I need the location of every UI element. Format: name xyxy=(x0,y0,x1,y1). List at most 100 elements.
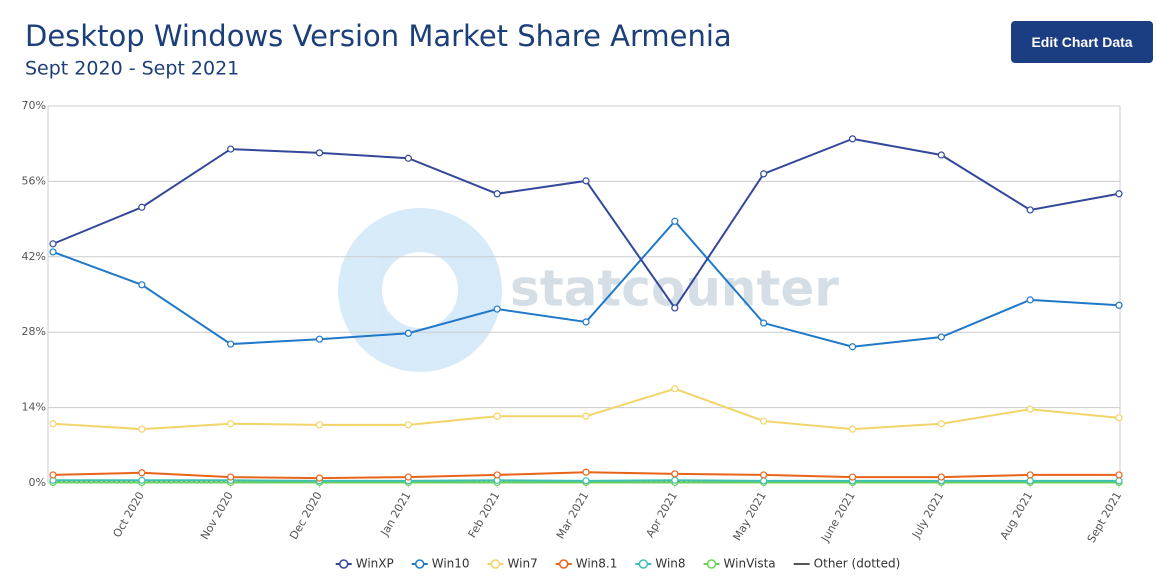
data-point xyxy=(138,425,146,433)
legend-marker xyxy=(490,559,501,569)
legend-marker xyxy=(638,559,649,569)
legend-item: Win8 xyxy=(635,557,686,571)
data-point xyxy=(227,340,235,348)
x-tick-label: Oct 2020 xyxy=(111,490,148,540)
legend-label: Win8 xyxy=(655,557,685,571)
x-tick-label: Dec 2020 xyxy=(287,490,325,542)
data-point xyxy=(937,420,945,428)
data-point xyxy=(49,248,57,256)
data-point xyxy=(671,385,679,393)
y-tick-label: 42% xyxy=(22,250,46,263)
data-point xyxy=(49,471,57,479)
data-point xyxy=(760,319,768,327)
legend-item: WinVista xyxy=(703,557,776,571)
x-tick-label: May 2021 xyxy=(730,490,768,543)
x-tick-label: Aug 2021 xyxy=(998,490,1036,542)
data-point xyxy=(1026,471,1034,479)
data-point xyxy=(671,304,679,312)
legend-item: Other (dotted) xyxy=(793,557,900,571)
x-tick-label: Jan 2021 xyxy=(378,490,414,539)
data-point xyxy=(1026,296,1034,304)
legend-marker xyxy=(338,559,349,569)
data-point xyxy=(848,343,857,351)
data-point xyxy=(582,477,590,485)
data-point xyxy=(404,473,412,481)
legend-label: Win7 xyxy=(508,557,538,571)
data-point xyxy=(1115,190,1123,198)
data-point xyxy=(760,477,768,485)
data-point xyxy=(315,421,324,429)
data-point xyxy=(671,476,679,484)
legend: WinXP Win10 Win7 Win8.1 Win8 WinVista Other (d… xyxy=(335,557,900,571)
x-tick-label: June 2021 xyxy=(818,490,857,545)
data-point xyxy=(760,170,768,178)
legend-label: WinVista xyxy=(724,557,776,571)
data-point xyxy=(582,318,590,326)
x-tick-label: Sept 2021 xyxy=(1085,490,1125,545)
data-point xyxy=(404,154,412,162)
legend-item: Win7 xyxy=(487,557,538,571)
data-point xyxy=(848,473,857,481)
legend-label: WinXP xyxy=(356,557,394,571)
data-point xyxy=(1026,477,1034,485)
data-point xyxy=(1115,301,1123,309)
legend-item: Win8.1 xyxy=(555,557,618,571)
data-point xyxy=(937,151,945,159)
data-point xyxy=(671,470,679,478)
data-point xyxy=(848,135,857,143)
data-point xyxy=(760,417,768,425)
data-point xyxy=(848,425,857,433)
data-point xyxy=(760,471,768,479)
legend-label: Win8.1 xyxy=(576,557,618,571)
data-point xyxy=(493,305,501,313)
y-tick-label: 70% xyxy=(22,99,46,112)
data-point xyxy=(493,190,501,198)
data-point xyxy=(671,217,679,225)
data-point xyxy=(404,421,412,429)
x-tick-label: Mar 2021 xyxy=(554,490,591,542)
chart-subtitle: Sept 2020 - Sept 2021 xyxy=(25,58,239,80)
x-tick-label: July 2021 xyxy=(909,490,946,542)
data-point xyxy=(937,473,945,481)
data-point xyxy=(138,281,146,289)
data-point xyxy=(582,412,590,420)
data-point xyxy=(315,474,324,482)
data-point xyxy=(404,329,412,337)
data-point xyxy=(1115,414,1123,422)
data-point xyxy=(138,476,146,484)
data-point xyxy=(315,149,324,157)
data-point xyxy=(227,420,235,428)
data-point xyxy=(493,471,501,479)
data-point xyxy=(138,469,146,477)
data-point xyxy=(1115,471,1123,479)
edit-chart-data-button[interactable]: Edit Chart Data xyxy=(1011,21,1153,63)
legend-label: Win10 xyxy=(432,557,470,571)
legend-marker xyxy=(558,559,569,569)
series-line xyxy=(52,387,1120,431)
data-point xyxy=(49,420,57,428)
data-point xyxy=(1026,206,1034,214)
data-point xyxy=(315,335,324,343)
legend-marker xyxy=(414,559,425,569)
data-point xyxy=(227,473,235,481)
data-point xyxy=(582,177,590,185)
data-point xyxy=(49,240,57,248)
y-tick-label: 0% xyxy=(29,476,46,489)
data-point xyxy=(138,203,146,211)
x-tick-label: Feb 2021 xyxy=(466,489,503,540)
data-point xyxy=(582,468,590,476)
legend-marker xyxy=(706,559,717,569)
y-tick-label: 28% xyxy=(22,325,46,338)
legend-item: WinXP xyxy=(335,557,394,571)
data-point xyxy=(493,412,501,420)
data-point xyxy=(1026,405,1034,413)
legend-item: Win10 xyxy=(411,557,470,571)
data-point xyxy=(937,333,945,341)
x-tick-label: Apr 2021 xyxy=(644,490,681,540)
x-tick-label: Nov 2020 xyxy=(198,490,236,542)
data-point xyxy=(1115,477,1123,485)
data-point xyxy=(227,145,235,153)
chart-title: Desktop Windows Version Market Share Arm… xyxy=(25,19,732,53)
